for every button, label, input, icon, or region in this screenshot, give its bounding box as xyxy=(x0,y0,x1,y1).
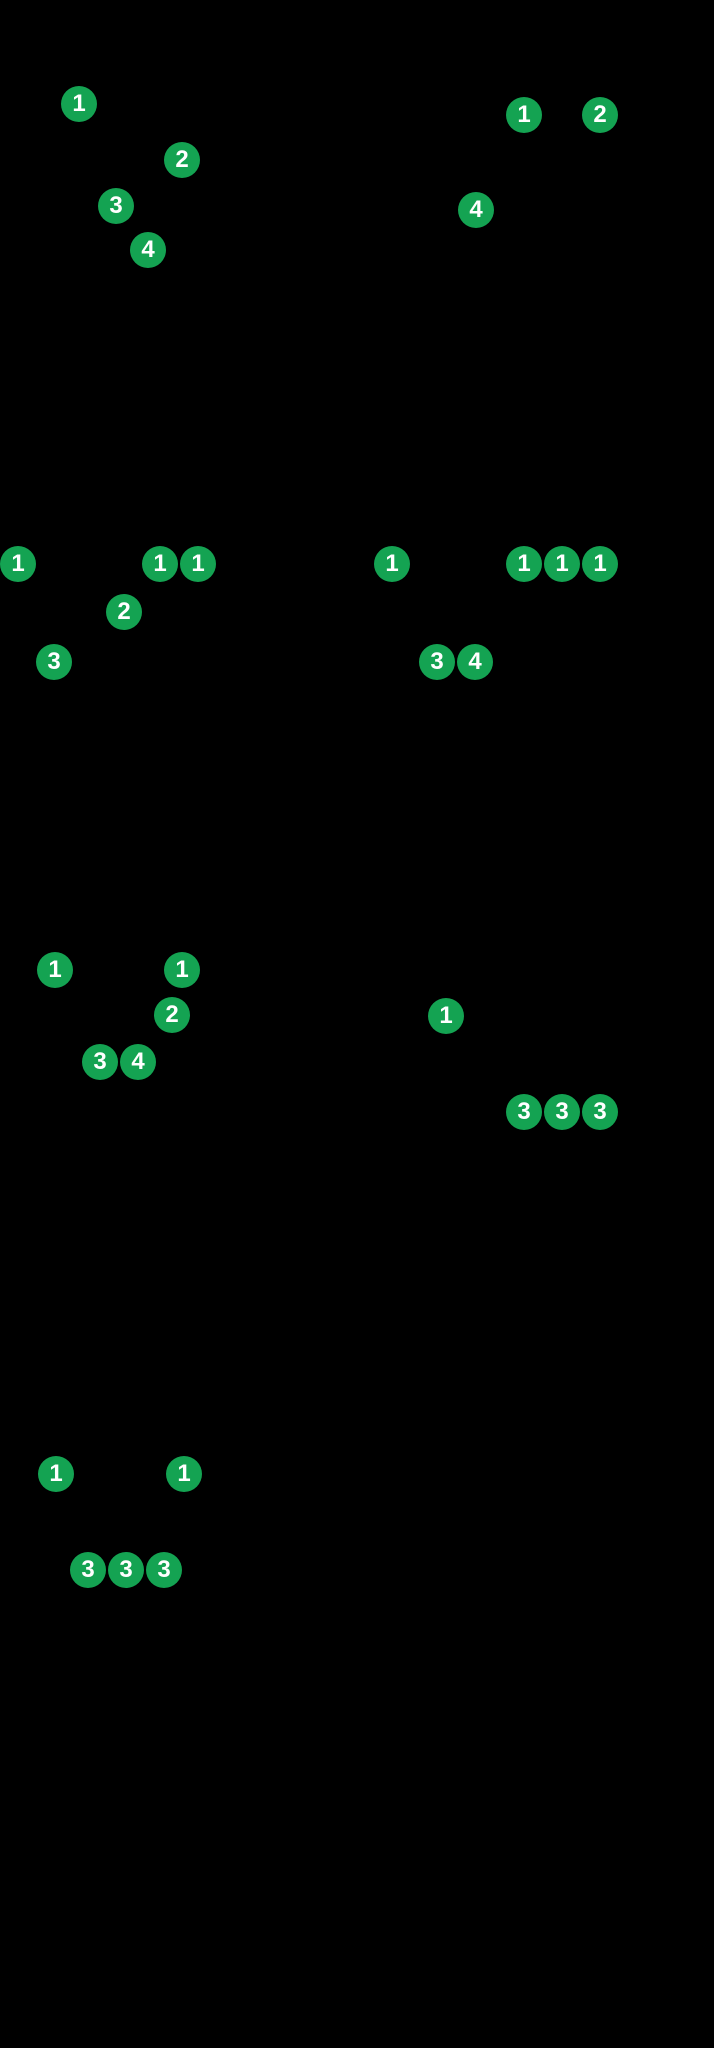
step-bubble: 1 xyxy=(428,998,464,1034)
step-bubble: 3 xyxy=(419,644,455,680)
diagram-stage: 12341241112311113411234133311333 xyxy=(0,0,714,2048)
step-bubble: 1 xyxy=(0,546,36,582)
step-bubble: 1 xyxy=(37,952,73,988)
step-bubble: 1 xyxy=(142,546,178,582)
step-bubble: 1 xyxy=(61,86,97,122)
step-bubble: 2 xyxy=(582,97,618,133)
step-bubble: 4 xyxy=(458,192,494,228)
step-bubble: 4 xyxy=(130,232,166,268)
step-bubble: 2 xyxy=(164,142,200,178)
step-bubble: 2 xyxy=(106,594,142,630)
step-bubble: 3 xyxy=(36,644,72,680)
step-bubble: 1 xyxy=(506,546,542,582)
step-bubble: 4 xyxy=(120,1044,156,1080)
step-bubble: 3 xyxy=(544,1094,580,1130)
step-bubble: 1 xyxy=(38,1456,74,1492)
step-bubble: 2 xyxy=(154,997,190,1033)
step-bubble: 1 xyxy=(544,546,580,582)
step-bubble: 3 xyxy=(108,1552,144,1588)
step-bubble: 1 xyxy=(506,97,542,133)
step-bubble: 1 xyxy=(164,952,200,988)
step-bubble: 4 xyxy=(457,644,493,680)
step-bubble: 3 xyxy=(98,188,134,224)
step-bubble: 3 xyxy=(70,1552,106,1588)
step-bubble: 3 xyxy=(82,1044,118,1080)
step-bubble: 3 xyxy=(146,1552,182,1588)
step-bubble: 3 xyxy=(582,1094,618,1130)
step-bubble: 1 xyxy=(374,546,410,582)
step-bubble: 1 xyxy=(166,1456,202,1492)
step-bubble: 1 xyxy=(582,546,618,582)
step-bubble: 1 xyxy=(180,546,216,582)
step-bubble: 3 xyxy=(506,1094,542,1130)
